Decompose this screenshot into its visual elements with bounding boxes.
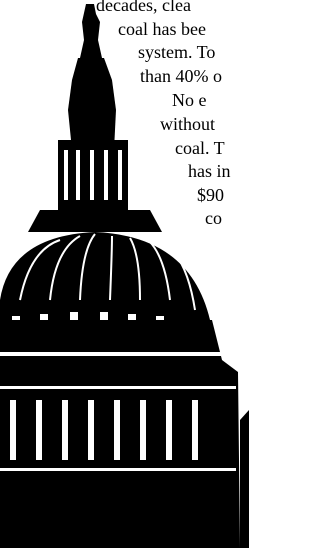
text-line: coal has bee (118, 18, 206, 40)
page: {"text_lines": ["decades, clea", "coal h… (0, 0, 249, 548)
text-line: has in (188, 160, 231, 182)
text-line: coal. T (175, 137, 225, 159)
text-line: than 40% o (140, 65, 222, 87)
text-line: $90 (197, 184, 224, 206)
text-line: decades, clea (96, 0, 191, 16)
text-line: No e (172, 89, 207, 111)
text-line: system. To (138, 41, 215, 63)
text-line: without (160, 113, 215, 135)
text-line: co (205, 207, 222, 229)
